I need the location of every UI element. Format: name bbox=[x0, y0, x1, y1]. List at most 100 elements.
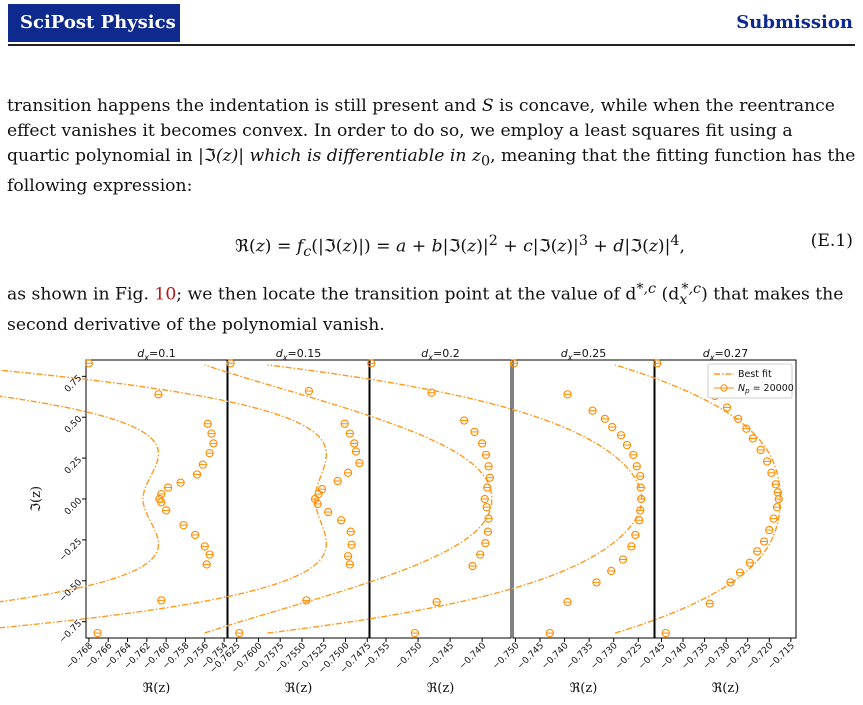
equation-body: ℜ(z) = fc(|ℑ(z)|) = a + b|ℑ(z)|2 + c|ℑ(z… bbox=[235, 233, 685, 261]
data-point bbox=[485, 473, 494, 482]
legend-fit-label: Best fit bbox=[738, 369, 772, 380]
data-point bbox=[355, 458, 364, 468]
data-point bbox=[192, 470, 202, 479]
legend: Best fit Np = 20000 bbox=[707, 363, 794, 399]
data-point bbox=[636, 506, 645, 515]
data-point bbox=[482, 503, 491, 512]
data-point bbox=[313, 499, 322, 509]
equation-e1: ℜ(z) = fc(|ℑ(z)|) = a + b|ℑ(z)|2 + c|ℑ(z… bbox=[7, 228, 857, 260]
data-point bbox=[367, 359, 376, 368]
data-point bbox=[745, 558, 755, 567]
data-point bbox=[202, 560, 211, 569]
data-point bbox=[427, 388, 436, 397]
data-point bbox=[198, 460, 208, 469]
data-point bbox=[345, 429, 355, 438]
panel-frame bbox=[369, 359, 512, 639]
chart-panel-4: dx=0.25−0.750−0.745−0.740−0.735−0.730−0.… bbox=[267, 347, 655, 696]
data-point bbox=[483, 527, 493, 536]
y-tick-label: −0.50 bbox=[58, 578, 85, 605]
data-point bbox=[323, 507, 333, 517]
data-point bbox=[351, 447, 361, 456]
data-point bbox=[205, 550, 214, 559]
legend-data-label: Np = 20000 bbox=[738, 383, 794, 395]
data-point bbox=[632, 462, 641, 471]
fit-line bbox=[267, 364, 643, 634]
data-point bbox=[163, 483, 173, 492]
submission-label: Submission bbox=[736, 12, 853, 33]
data-point bbox=[753, 547, 762, 556]
data-point bbox=[635, 516, 644, 525]
data-point bbox=[774, 494, 783, 504]
data-point bbox=[563, 597, 572, 607]
data-point bbox=[636, 471, 645, 481]
panel-title: dx=0.2 bbox=[421, 347, 459, 362]
y-tick-label: −0.25 bbox=[58, 537, 85, 564]
data-point bbox=[509, 359, 519, 368]
data-point bbox=[179, 521, 188, 530]
entropy-symbol: S bbox=[481, 96, 494, 116]
figure-reference-link[interactable]: 10 bbox=[154, 284, 177, 305]
data-point bbox=[748, 434, 758, 443]
data-point bbox=[207, 429, 216, 438]
y-tick-label: 0.75 bbox=[63, 374, 84, 395]
data-point bbox=[734, 414, 743, 424]
chart-panel-1: dx=0.1−0.768−0.766−0.764−0.762−0.760−0.7… bbox=[0, 347, 230, 696]
data-point bbox=[346, 527, 355, 536]
data-point bbox=[484, 462, 493, 471]
data-point bbox=[343, 468, 353, 477]
data-point bbox=[726, 578, 735, 587]
data-point bbox=[93, 628, 102, 638]
data-point bbox=[608, 422, 617, 432]
x-axis-label: ℜ(z) bbox=[427, 681, 455, 696]
data-point bbox=[588, 406, 597, 415]
paragraph-fit-method: transition happens the indentation is st… bbox=[7, 96, 856, 197]
data-point bbox=[742, 424, 751, 433]
data-point bbox=[600, 414, 610, 424]
y-axis-label: ℑ(z) bbox=[29, 486, 44, 512]
data-point bbox=[176, 478, 185, 487]
data-point bbox=[432, 597, 441, 607]
data-point bbox=[314, 489, 323, 499]
data-point bbox=[661, 628, 670, 638]
data-point bbox=[636, 483, 645, 492]
panel-frame bbox=[512, 359, 655, 639]
data-point bbox=[203, 419, 212, 428]
data-point bbox=[317, 485, 327, 494]
data-point bbox=[722, 403, 732, 412]
data-point bbox=[481, 539, 490, 548]
data-point bbox=[347, 540, 356, 549]
data-point bbox=[705, 599, 714, 608]
data-point bbox=[484, 514, 493, 523]
x-axis-label: ℜ(z) bbox=[570, 681, 598, 696]
x-axis-label: ℜ(z) bbox=[143, 681, 171, 696]
data-point bbox=[772, 503, 782, 512]
data-point bbox=[209, 439, 218, 448]
data-point bbox=[765, 525, 774, 535]
y-tick-label: −0.75 bbox=[58, 619, 85, 646]
data-point bbox=[478, 439, 487, 448]
data-point bbox=[545, 628, 554, 638]
panel-title: dx=0.1 bbox=[137, 347, 175, 362]
data-point bbox=[343, 552, 353, 561]
data-point bbox=[769, 514, 778, 523]
journal-brand[interactable]: SciPost Physics bbox=[8, 4, 180, 42]
data-point bbox=[592, 578, 601, 587]
data-point bbox=[410, 628, 420, 638]
data-point bbox=[205, 449, 214, 458]
data-point bbox=[618, 555, 628, 564]
data-point bbox=[627, 542, 636, 551]
data-point bbox=[468, 561, 477, 571]
x-axis-label: ℜ(z) bbox=[285, 681, 313, 696]
data-point bbox=[653, 359, 662, 368]
panel-title: dx=0.27 bbox=[703, 347, 748, 362]
data-point bbox=[476, 550, 485, 559]
data-point bbox=[616, 431, 626, 440]
data-point bbox=[771, 480, 780, 489]
data-point bbox=[759, 537, 769, 546]
data-point bbox=[157, 489, 166, 499]
data-point bbox=[773, 488, 783, 497]
data-point bbox=[310, 494, 320, 504]
data-point bbox=[483, 483, 492, 492]
panel-frame bbox=[227, 359, 370, 639]
